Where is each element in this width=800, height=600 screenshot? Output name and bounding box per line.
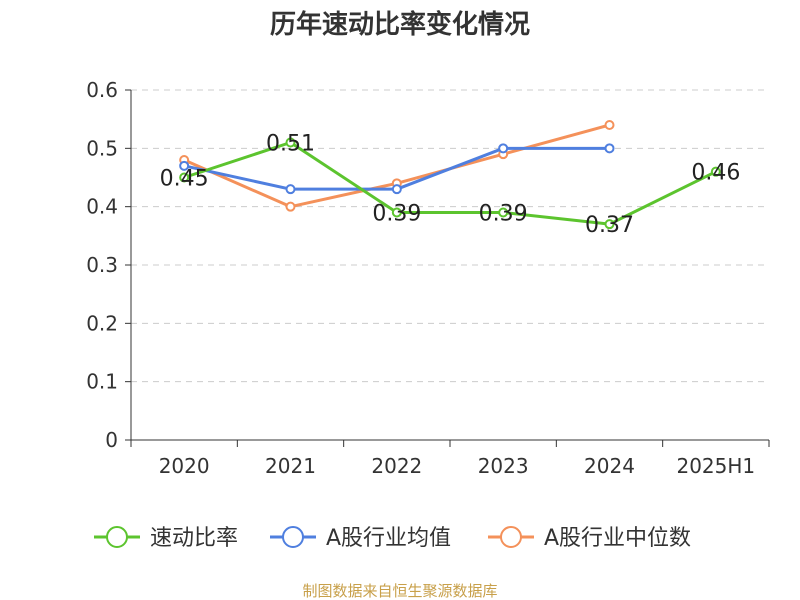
x-tick-label: 2024 — [584, 454, 635, 478]
legend-item-1[interactable]: A股行业均值 — [270, 526, 451, 551]
legend-marker — [500, 526, 522, 548]
legend-label: 速动比率 — [150, 526, 238, 551]
legend-item-2[interactable]: A股行业中位数 — [488, 526, 691, 551]
data-point — [391, 184, 402, 195]
data-label: 0.46 — [691, 161, 740, 186]
data-point — [604, 143, 615, 154]
data-point — [285, 184, 296, 195]
series-layer — [179, 120, 721, 230]
data-point — [604, 120, 615, 130]
y-tick-label: 0.6 — [86, 78, 118, 102]
data-point — [498, 207, 509, 218]
data-label: 0.37 — [585, 213, 634, 238]
legend-label: A股行业均值 — [326, 526, 451, 551]
y-tick-label: 0.4 — [86, 195, 118, 219]
grid — [131, 89, 769, 383]
y-tick-label: 0.1 — [86, 370, 118, 394]
legend-item-0[interactable]: 速动比率 — [94, 526, 238, 551]
source-note: 制图数据来自恒生聚源数据库 — [302, 582, 497, 600]
data-point — [498, 143, 509, 154]
data-point — [391, 207, 402, 218]
legend-label: A股行业中位数 — [544, 526, 691, 551]
x-tick-label: 2021 — [265, 454, 316, 478]
data-label: 0.39 — [372, 202, 421, 227]
data-label: 0.51 — [266, 132, 315, 157]
y-tick-label: 0.3 — [86, 253, 118, 277]
x-tick-label: 2023 — [478, 454, 529, 478]
data-point — [285, 137, 296, 148]
chart-title: 历年速动比率变化情况 — [270, 9, 530, 40]
legend-marker — [106, 526, 128, 548]
y-tick-label: 0 — [105, 428, 118, 452]
data-label: 0.45 — [160, 167, 209, 192]
data-point — [285, 201, 296, 212]
data-point — [179, 172, 190, 183]
x-tick-label: 2022 — [371, 454, 422, 478]
legend-marker — [282, 526, 304, 548]
x-tick-label: 2020 — [159, 454, 210, 478]
series-line-2 — [183, 123, 610, 209]
y-tick-label: 0.2 — [86, 311, 118, 335]
legend[interactable]: 速动比率 A股行业均值 A股行业中位数 — [94, 526, 691, 551]
series-line-0 — [183, 141, 717, 226]
data-label: 0.39 — [479, 202, 528, 227]
data-point — [710, 166, 721, 177]
data-point — [179, 160, 190, 171]
axes: 0 0.1 0.2 0.3 0.4 0.5 0.6 2020 2021 2022 2023 2024 2… — [86, 78, 770, 478]
x-tick-label: 2025H1 — [676, 454, 755, 478]
data-point — [604, 219, 615, 230]
data-labels: 0.45 0.51 0.39 0.39 0.37 0.46 — [160, 132, 741, 239]
y-tick-label: 0.5 — [86, 136, 118, 160]
